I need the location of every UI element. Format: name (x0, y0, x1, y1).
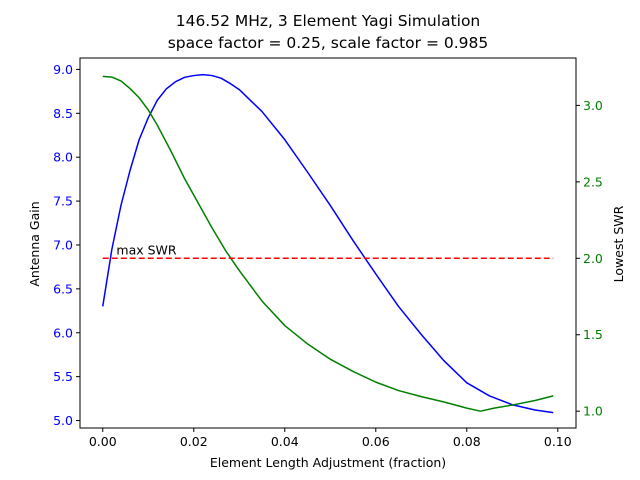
y-tick-label: 5.5 (53, 369, 73, 384)
gain-series-line (102, 73, 554, 414)
y-tick-label: 9.0 (53, 62, 73, 77)
chart-subtitle: space factor = 0.25, scale factor = 0.98… (168, 34, 489, 52)
y-tick-label: 5.0 (53, 413, 73, 428)
x-tick-label: 0.06 (362, 434, 390, 449)
y2-tick-label: 2.5 (583, 174, 603, 189)
y-axis-label: Antenna Gain (27, 201, 42, 286)
x-tick-label: 0.04 (271, 434, 299, 449)
x-tick-label: 0.08 (453, 434, 481, 449)
y-tick-label: 7.0 (53, 237, 73, 252)
y-tick-label: 6.0 (53, 325, 73, 340)
swr-series-line (102, 75, 554, 412)
y2-tick-label: 1.5 (583, 327, 603, 342)
chart-title: 146.52 MHz, 3 Element Yagi Simulation (176, 12, 481, 30)
x-tick-label: 0.02 (180, 434, 208, 449)
x-axis-label: Element Length Adjustment (fraction) (210, 455, 446, 470)
y-tick-label: 8.0 (53, 150, 73, 165)
x-tick-label: 0.00 (89, 434, 117, 449)
y-tick-label: 7.5 (53, 194, 73, 209)
plot-frame (79, 57, 577, 429)
y2-tick-label: 2.0 (583, 251, 603, 266)
y2-tick-label: 1.0 (583, 404, 603, 419)
x-tick-label: 0.10 (544, 434, 572, 449)
plot-area: max SWR 0.00 0.02 0.04 0.06 0.08 0.10 5.0 5.5 6.0… (53, 57, 603, 449)
y2-axis-label: Lowest SWR (611, 205, 626, 282)
y-tick-label: 8.5 (53, 106, 73, 121)
y-tick-label: 6.5 (53, 281, 73, 296)
max-swr-annotation: max SWR (116, 242, 177, 257)
y2-tick-label: 3.0 (583, 98, 603, 113)
